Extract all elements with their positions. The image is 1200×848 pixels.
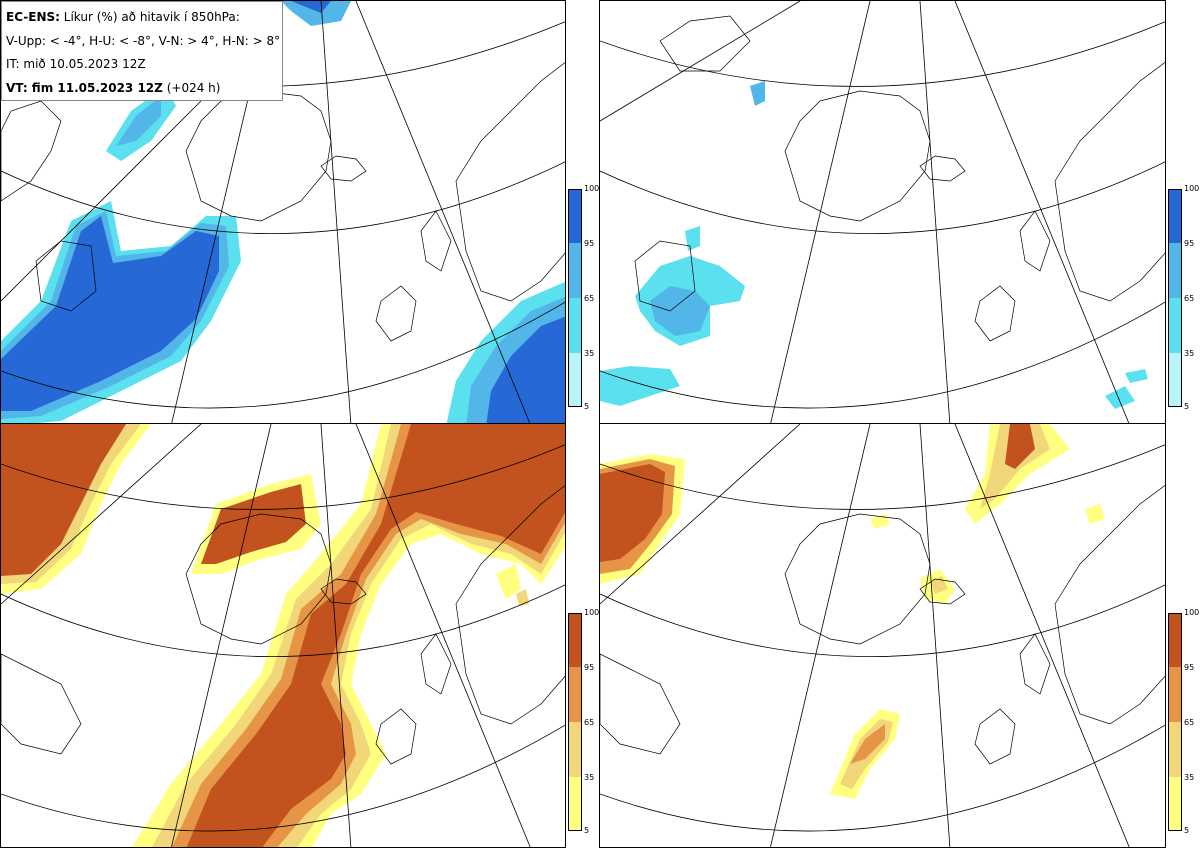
info-line-title: EC-ENS: Líkur (%) að hitavik í 850hPa:	[6, 6, 282, 30]
cold-probability-field	[600, 81, 1148, 409]
colorbar-tick-label: 35	[584, 773, 595, 782]
colorbar-segment-35-65	[1168, 722, 1182, 777]
coastlines	[600, 485, 1165, 765]
colorbar-bottom-left: 100 95 65 35 5	[568, 609, 599, 835]
colorbar-bottom-right: 100 95 65 35 5	[1168, 609, 1199, 835]
colorbar-top-left: 100 95 65 35 5	[568, 185, 599, 411]
cold-probability-field	[1, 1, 565, 424]
colorbar-tick-label: 5	[1184, 402, 1190, 411]
colorbar-tick-label: 5	[1184, 826, 1190, 835]
colorbar-segment-5-35	[568, 353, 582, 407]
colorbar-segment-35-65	[1168, 298, 1182, 353]
colorbar-segment-95-100	[1168, 189, 1182, 243]
colorbar-segment-5-35	[1168, 777, 1182, 831]
colorbar-segment-95-100	[568, 613, 582, 667]
valid-time-label: VT: fim 11.05.2023 12Z	[6, 80, 163, 95]
colorbar-segment-95-100	[568, 189, 582, 243]
graticule	[600, 424, 1165, 847]
colorbar-tick-label: 35	[1184, 773, 1195, 782]
colorbar-segment-65-95	[568, 243, 582, 298]
map-panel-top-right	[599, 0, 1166, 425]
colorbar-top-right: 100 95 65 35 5	[1168, 185, 1199, 411]
colorbar-tick-label: 5	[584, 826, 590, 835]
map-canvas-bottom-left	[1, 424, 565, 847]
colorbar-segment-35-65	[568, 722, 582, 777]
map-canvas-bottom-right	[600, 424, 1165, 847]
colorbar-tick-label: 100	[584, 608, 600, 617]
colorbar-tick-label: 35	[1184, 349, 1195, 358]
colorbar-tick-label: 5	[584, 402, 590, 411]
colorbar-tick-label: 95	[1184, 663, 1195, 672]
colorbar-segment-95-100	[1168, 613, 1182, 667]
colorbar-tick-label: 100	[1184, 184, 1200, 193]
colorbar-tick-label: 95	[584, 239, 595, 248]
colorbar-segment-5-35	[568, 777, 582, 831]
map-panel-bottom-right	[599, 423, 1166, 848]
info-line-valid-time: VT: fim 11.05.2023 12Z (+024 h)	[6, 77, 282, 101]
coastlines	[1, 62, 565, 342]
graticule	[600, 1, 1165, 424]
colorbar-tick-label: 65	[1184, 294, 1195, 303]
lead-time-label: (+024 h)	[166, 80, 221, 95]
coastlines	[1, 485, 565, 765]
map-panel-bottom-left	[0, 423, 566, 848]
info-line-init-time: IT: mið 10.05.2023 12Z	[6, 57, 146, 71]
warm-probability-field	[1, 424, 565, 847]
colorbar-segment-65-95	[1168, 667, 1182, 722]
graticule	[1, 424, 565, 847]
warm-probability-field	[600, 424, 1105, 799]
coastlines	[634, 15, 1165, 342]
map-canvas-top-right	[600, 1, 1165, 424]
colorbar-tick-label: 65	[584, 718, 595, 727]
colorbar-tick-label: 65	[1184, 718, 1195, 727]
colorbar-segment-5-35	[1168, 353, 1182, 407]
colorbar-segment-65-95	[1168, 243, 1182, 298]
colorbar-tick-label: 100	[1184, 608, 1200, 617]
colorbar-segment-65-95	[568, 667, 582, 722]
map-panel-top-left: EC-ENS: Líkur (%) að hitavik í 850hPa: V…	[0, 0, 566, 425]
colorbar-tick-label: 35	[584, 349, 595, 358]
colorbar-tick-label: 65	[584, 294, 595, 303]
colorbar-tick-label: 95	[584, 663, 595, 672]
info-line-criteria: V-Upp: < -4°, H-U: < -8°, V-N: > 4°, H-N…	[6, 33, 281, 48]
colorbar-tick-label: 95	[1184, 239, 1195, 248]
forecast-info-box: EC-ENS: Líkur (%) að hitavik í 850hPa: V…	[1, 1, 283, 101]
title-text: Líkur (%) að hitavik í 850hPa:	[63, 10, 240, 24]
colorbar-segment-35-65	[568, 298, 582, 353]
colorbar-tick-label: 100	[584, 184, 600, 193]
model-label: EC-ENS:	[6, 10, 60, 24]
